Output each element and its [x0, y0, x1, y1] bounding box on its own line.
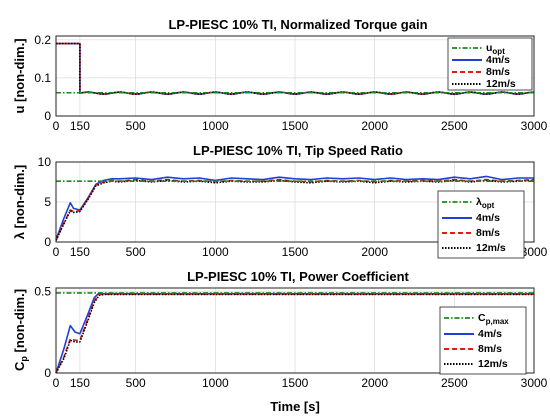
- x-tick-label: 500: [126, 245, 146, 259]
- legend-box: [447, 37, 533, 91]
- x-tick-label: 500: [126, 119, 146, 133]
- x-tick-label: 1500: [282, 119, 309, 133]
- x-tick-label: 2500: [441, 376, 468, 390]
- x-tick-label: 0: [53, 119, 60, 133]
- panel-power-coefficient: LP-PIESC 10% TI, Power Coefficient 0 150 5…: [12, 269, 548, 414]
- axes-frame: [55, 161, 535, 243]
- legend: λopt 4m/s 8m/s 12m/s: [437, 190, 525, 259]
- x-tick-labels: 0 150 500 1000 1500 2000 2500 3000: [53, 376, 548, 390]
- legend-label-reference: λopt: [476, 196, 495, 210]
- x-tick-label: 3000: [521, 119, 548, 133]
- x-tick-label: 500: [126, 376, 146, 390]
- legend-box: [437, 190, 525, 259]
- plot-area: [56, 42, 534, 95]
- legend: Cp,max 4m/s 8m/s 12m/s: [439, 306, 527, 375]
- y-tick-label: 0: [44, 109, 51, 123]
- legend-label-8ms: 8m/s: [476, 227, 500, 239]
- y-tick-label: 10: [38, 155, 52, 169]
- y-axis-label: Cp [non-dim.]: [12, 289, 29, 371]
- x-tick-label: 3000: [521, 245, 548, 259]
- y-tick-label: 0: [44, 235, 51, 249]
- x-tick-labels: 0 150 500 1000 1500 2000 2500 3000: [53, 119, 548, 133]
- legend-label-4ms: 4m/s: [476, 212, 500, 224]
- x-tick-label: 2500: [441, 119, 468, 133]
- legend-label-8ms: 8m/s: [486, 66, 510, 78]
- panel-torque-gain: LP-PIESC 10% TI, Normalized Torque gain …: [12, 17, 548, 133]
- legend-label-12ms: 12m/s: [486, 78, 516, 90]
- y-tick-labels: 0 5 10: [38, 155, 52, 249]
- plot-area: [55, 292, 534, 374]
- x-tick-label: 150: [70, 376, 90, 390]
- x-tick-label: 1500: [282, 376, 309, 390]
- x-tick-label: 3000: [521, 376, 548, 390]
- legend-label-4ms: 4m/s: [486, 54, 510, 66]
- x-tick-label: 1000: [202, 376, 229, 390]
- legend-label-reference: Cp,max: [478, 312, 509, 326]
- legend-label-reference: uopt: [486, 42, 505, 56]
- x-tick-label: 2000: [361, 245, 388, 259]
- panel-tip-speed-ratio: LP-PIESC 10% TI, Tip Speed Ratio 0 150 500…: [12, 143, 548, 259]
- y-tick-label: 0: [44, 366, 51, 380]
- legend-label-12ms: 12m/s: [476, 242, 506, 254]
- x-tick-label: 1000: [202, 119, 229, 133]
- y-tick-label: 0.1: [34, 71, 51, 85]
- panel-title: LP-PIESC 10% TI, Normalized Torque gain: [168, 17, 427, 32]
- legend-label-4ms: 4m/s: [478, 328, 502, 340]
- legend-box: [439, 306, 527, 375]
- x-tick-label: 2000: [361, 376, 388, 390]
- y-tick-label: 5: [44, 195, 51, 209]
- series-line-4ms: [55, 175, 534, 240]
- x-tick-label: 0: [53, 376, 60, 390]
- y-tick-labels: 00.5: [34, 284, 51, 380]
- plot-area: [55, 175, 535, 241]
- x-tick-label: 0: [53, 245, 60, 259]
- x-tick-label: 2000: [361, 119, 388, 133]
- x-tick-label: 150: [70, 245, 90, 259]
- y-tick-labels: 0 0.1 0.2: [34, 33, 51, 123]
- x-tick-label: 150: [70, 119, 90, 133]
- legend-label-12ms: 12m/s: [478, 358, 508, 370]
- legend-label-8ms: 8m/s: [478, 343, 502, 355]
- y-axis-label: u [non-dim.]: [12, 38, 27, 113]
- legend: uopt 4m/s 8m/s 12m/s: [447, 37, 533, 91]
- panel-title: LP-PIESC 10% TI, Tip Speed Ratio: [193, 143, 403, 158]
- x-tick-label: 1500: [282, 245, 309, 259]
- y-tick-label: 0.2: [34, 33, 51, 47]
- y-axis-label: λ [non-dim.]: [12, 165, 27, 239]
- y-tick-label: 0.5: [34, 284, 51, 298]
- panel-title: LP-PIESC 10% TI, Power Coefficient: [187, 269, 409, 284]
- axes-frame: [55, 287, 535, 374]
- x-axis-label: Time [s]: [270, 399, 320, 414]
- axes-frame: [55, 35, 535, 117]
- x-tick-label: 1000: [202, 245, 229, 259]
